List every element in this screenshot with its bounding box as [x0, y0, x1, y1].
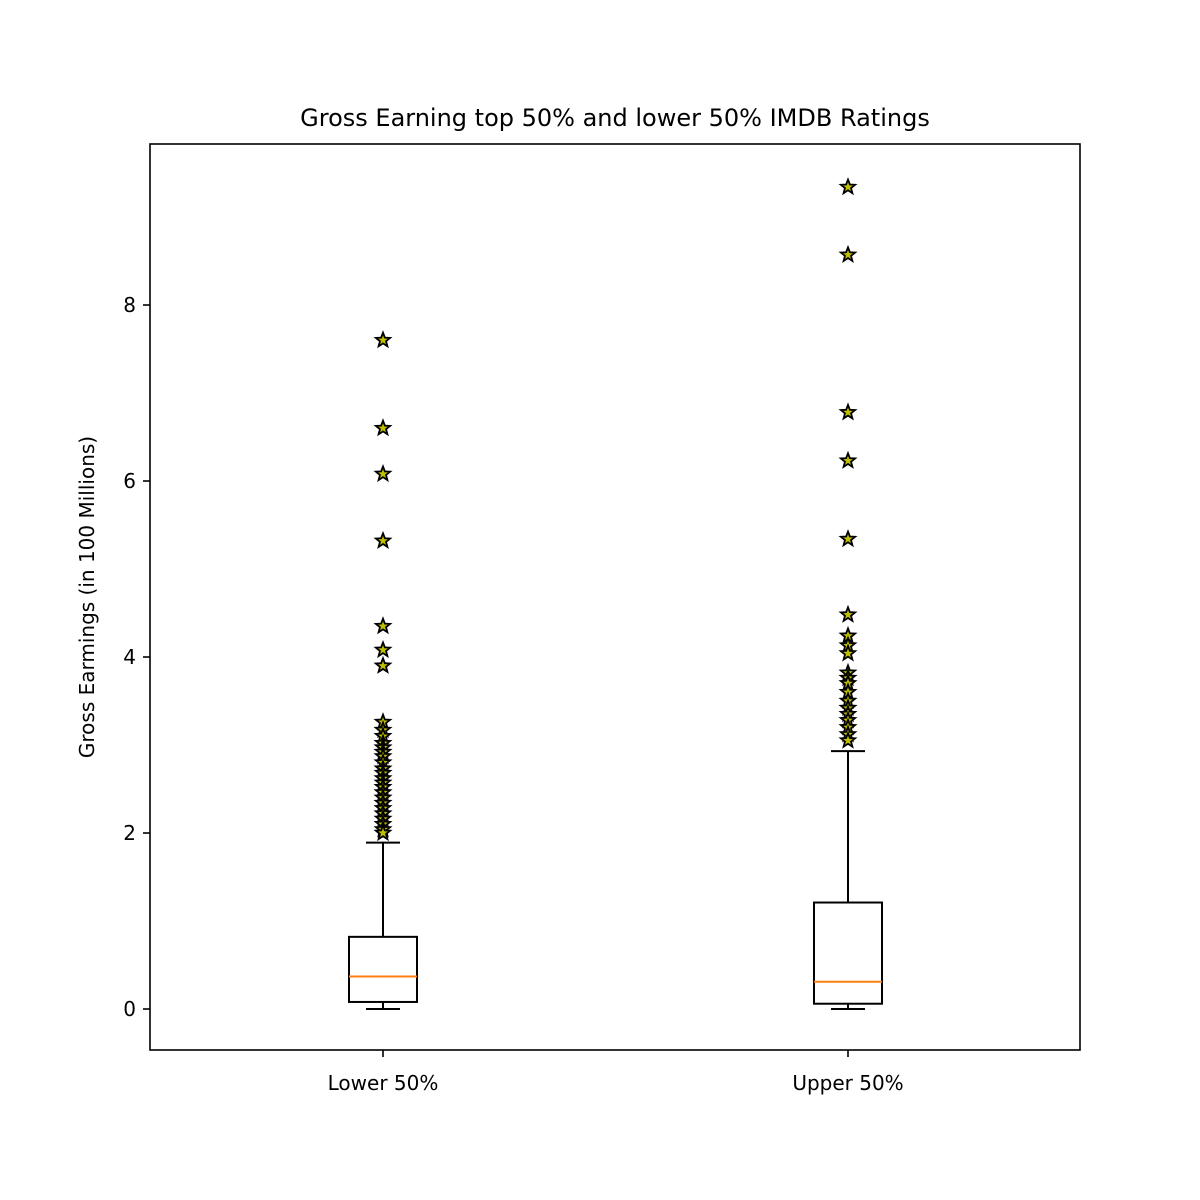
- y-tick-label: 4: [123, 645, 136, 669]
- iqr-box: [348, 935, 418, 1003]
- outlier-star-icon: [373, 330, 393, 349]
- plot-frame: [149, 143, 1081, 1051]
- outlier-star-icon: [373, 822, 393, 842]
- y-tick-label: 2: [123, 821, 136, 845]
- boxes-layer: [348, 177, 883, 1010]
- outlier-star-icon: [838, 643, 858, 662]
- y-tick-label: 8: [123, 293, 136, 317]
- outlier-star-icon: [838, 529, 858, 548]
- y-tick-label: 6: [123, 469, 136, 493]
- x-axis-ticks: Lower 50% Upper 50%: [328, 1050, 904, 1095]
- y-tick-label: 0: [123, 997, 136, 1021]
- outlier-star-icon: [373, 616, 393, 635]
- outlier-star-icon: [373, 639, 393, 659]
- x-tick-label: Lower 50%: [328, 1071, 439, 1095]
- iqr-box: [813, 901, 883, 1005]
- outlier-star-icon: [838, 177, 858, 196]
- outlier-star-icon: [838, 450, 858, 469]
- outlier-star-icon: [838, 604, 858, 623]
- outlier-star-icon: [838, 730, 858, 749]
- box-group: [348, 330, 418, 1010]
- outlier-star-icon: [838, 244, 858, 263]
- outlier-star-icon: [373, 530, 393, 549]
- y-axis-label: Gross Earmings (in 100 Millions): [75, 436, 99, 758]
- outlier-star-icon: [838, 402, 858, 421]
- outlier-star-icon: [373, 418, 393, 437]
- outlier-star-icon: [373, 655, 393, 674]
- chart-title: Gross Earning top 50% and lower 50% IMDB…: [300, 104, 930, 132]
- box-group: [813, 177, 883, 1010]
- x-tick-label: Upper 50%: [792, 1071, 903, 1095]
- outlier-star-icon: [373, 463, 393, 483]
- y-axis-ticks: 0 2 4 6 8: [123, 293, 150, 1021]
